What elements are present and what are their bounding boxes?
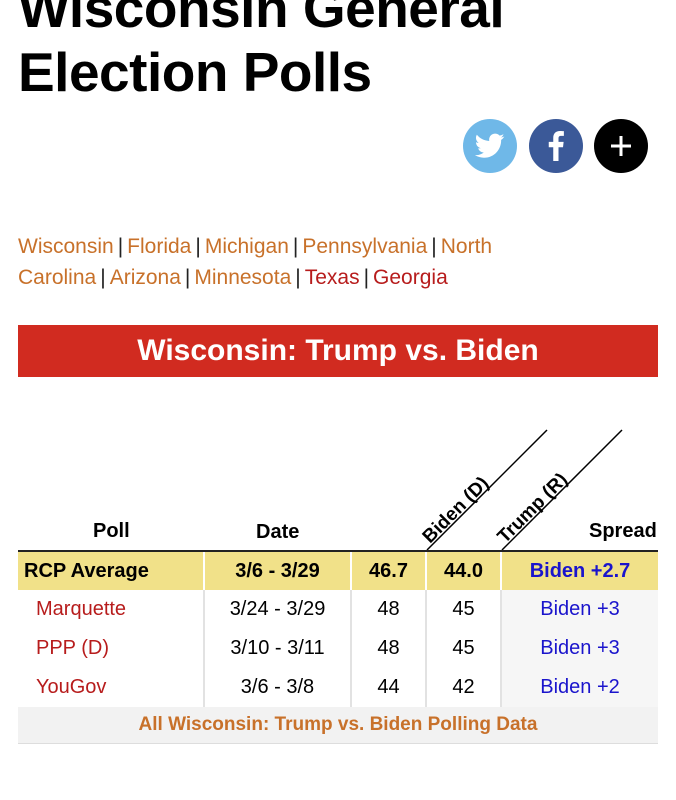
more-share-button[interactable]	[594, 119, 648, 173]
twitter-bird-icon	[475, 133, 505, 158]
biden-cell: 46.7	[352, 552, 427, 591]
biden-header: Biden (D)	[419, 473, 494, 548]
spread-cell: Biden +2.7	[529, 560, 631, 582]
poll-link[interactable]: YouGov	[18, 668, 205, 707]
trump-cell: 44.0	[427, 552, 502, 591]
separator: |	[292, 235, 299, 258]
header-diagonal-lines: Biden (D) Trump (R)	[419, 429, 623, 551]
separator: |	[363, 266, 370, 289]
spread-cell: Biden +3	[502, 629, 658, 668]
poll-link[interactable]: Marquette	[18, 590, 205, 629]
table-row: YouGov 3/6 - 3/8 44 42 Biden +2	[18, 668, 658, 709]
poll-cell: RCP Average	[18, 552, 205, 591]
spread-cell: Biden +3	[502, 590, 658, 629]
all-polling-data-link[interactable]: All Wisconsin: Trump vs. Biden Polling D…	[18, 707, 658, 744]
trump-cell: 45	[427, 629, 502, 668]
spread-cell: Biden +2	[502, 668, 658, 707]
state-link-wisconsin[interactable]: Wisconsin	[18, 235, 114, 258]
trump-header: Trump (R)	[494, 469, 572, 547]
state-link-texas[interactable]: Texas	[304, 266, 360, 289]
state-link-arizona[interactable]: Arizona	[109, 266, 181, 289]
date-cell: 3/6 - 3/29	[205, 552, 352, 591]
table-row: Marquette 3/24 - 3/29 48 45 Biden +3	[18, 590, 658, 631]
biden-cell: 48	[352, 590, 427, 629]
biden-header-diagonal	[426, 429, 548, 551]
state-link-florida[interactable]: Florida	[127, 235, 192, 258]
date-header: Date	[256, 521, 300, 543]
trump-cell: 45	[427, 590, 502, 629]
biden-cell: 44	[352, 668, 427, 707]
table-row: PPP (D) 3/10 - 3/11 48 45 Biden +3	[18, 629, 658, 670]
date-cell: 3/10 - 3/11	[205, 629, 352, 668]
date-cell: 3/6 - 3/8	[205, 668, 352, 707]
biden-cell: 48	[352, 629, 427, 668]
separator: |	[295, 266, 301, 289]
state-link-north-carolina[interactable]: North Carolina	[18, 235, 493, 289]
separator: |	[431, 235, 437, 258]
trump-cell: 42	[427, 668, 502, 707]
plus-icon	[611, 136, 631, 156]
separator: |	[195, 235, 201, 258]
poll-link[interactable]: PPP (D)	[18, 629, 205, 668]
state-link-georgia[interactable]: Georgia	[373, 266, 448, 289]
facebook-share-button[interactable]	[529, 119, 583, 173]
separator: |	[184, 266, 191, 289]
state-link-minnesota[interactable]: Minnesota	[194, 266, 292, 289]
twitter-share-button[interactable]	[463, 119, 517, 173]
date-cell: 3/24 - 3/29	[205, 590, 352, 629]
spread-header: Spread	[589, 520, 657, 542]
state-link-michigan[interactable]: Michigan	[204, 235, 289, 258]
poll-header: Poll	[93, 520, 130, 542]
rcp-average-row: RCP Average 3/6 - 3/29 46.7 44.0 Biden +…	[18, 550, 658, 591]
trump-header-diagonal	[501, 429, 623, 551]
table-header: Biden (D) Trump (R) Poll Date Spread	[0, 420, 676, 552]
page-title: Wisconsin General Election Polls	[18, 0, 505, 103]
state-links: Wisconsin | Florida | Michigan | Pennsylvania |…	[18, 231, 648, 293]
race-banner: Wisconsin: Trump vs. Biden	[18, 325, 658, 377]
separator: |	[117, 235, 124, 258]
state-link-pennsylvania[interactable]: Pennsylvania	[302, 235, 428, 258]
separator: |	[100, 266, 106, 289]
facebook-f-icon	[548, 131, 564, 161]
